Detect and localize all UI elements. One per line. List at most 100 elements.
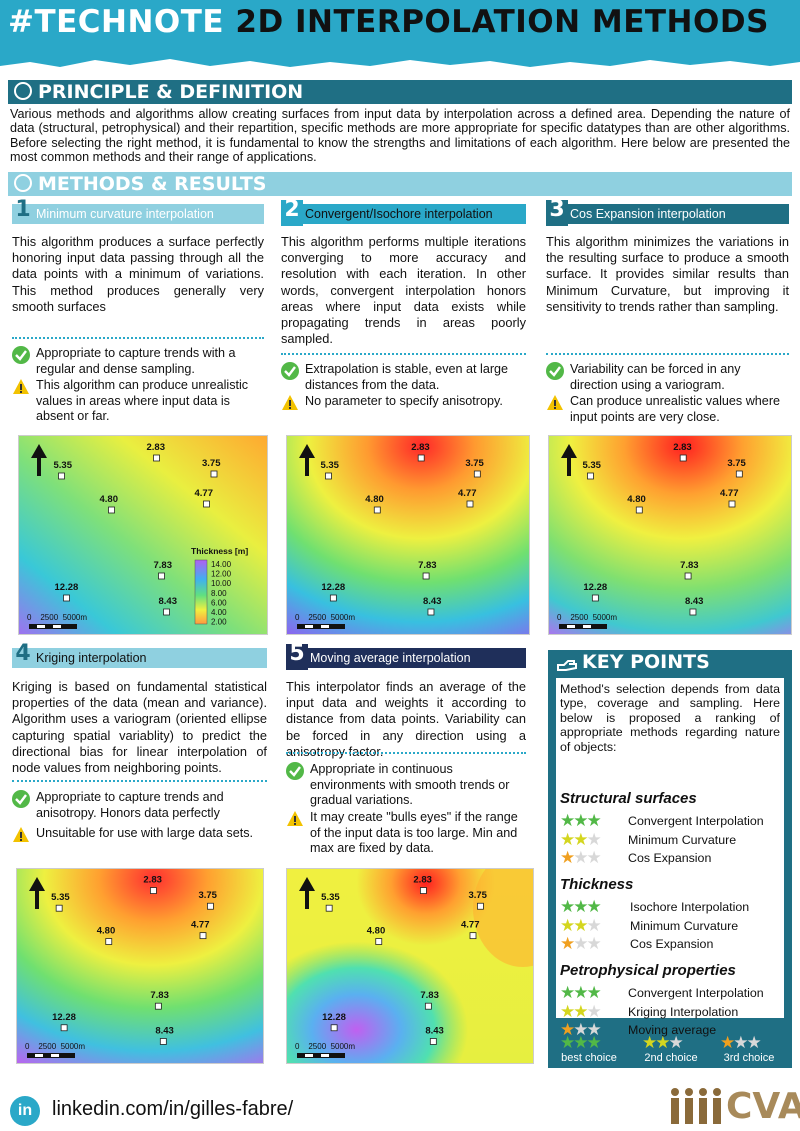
data-point-marker bbox=[473, 470, 481, 478]
data-point-label: 7.83 bbox=[418, 560, 437, 571]
star-rating-icon: ★★★ bbox=[642, 1033, 684, 1052]
ranking-item: Minimum Curvature bbox=[628, 832, 737, 847]
con-text: It may create "bulls eyes" if the range … bbox=[310, 810, 518, 855]
data-point-label: 4.77 bbox=[195, 488, 214, 499]
star-rating-icon: ★★★ bbox=[560, 915, 602, 935]
method-pro: Appropriate to capture trends with a reg… bbox=[12, 346, 264, 377]
check-icon bbox=[281, 362, 299, 380]
data-point-marker bbox=[325, 472, 332, 480]
pro-text: Variability can be forced in any directi… bbox=[570, 362, 741, 392]
data-point-label: 5.35 bbox=[51, 892, 70, 903]
data-point-marker bbox=[477, 902, 484, 910]
data-point-label: 8.43 bbox=[159, 596, 178, 607]
data-point-label: 4.80 bbox=[627, 494, 646, 505]
method-pro: Extrapolation is stable, even at large d… bbox=[281, 362, 526, 393]
data-point-marker bbox=[58, 472, 65, 480]
data-point-marker bbox=[419, 887, 427, 894]
data-point-label: 4.80 bbox=[365, 494, 384, 505]
legend-tick: 6.00 bbox=[211, 598, 227, 607]
method-pro: Variability can be forced in any directi… bbox=[546, 362, 789, 393]
warning-icon bbox=[13, 379, 29, 394]
linkedin-icon[interactable]: in bbox=[10, 1096, 40, 1126]
method-header-5: 5 Moving average interpolation bbox=[286, 643, 526, 670]
north-arrow-icon bbox=[31, 444, 47, 476]
method-number: 1 bbox=[15, 197, 31, 222]
ranking-category-title: Petrophysical properties bbox=[560, 962, 736, 979]
map-canvas: 5.35 2.83 3.75 4.80 4.77 7.83 12.28 8.43 0 2500 … bbox=[17, 869, 263, 1063]
result-map-3: 5.35 2.83 3.75 4.80 4.77 7.83 12.28 8.43 0 2500 … bbox=[548, 435, 792, 635]
method-number: 4 bbox=[15, 641, 31, 666]
key-points-panel: KEY POINTS Method's selection depends fr… bbox=[548, 650, 792, 1068]
scale-bar bbox=[29, 624, 77, 629]
data-point-marker bbox=[325, 904, 333, 912]
data-point-marker bbox=[154, 1002, 162, 1010]
data-point-marker bbox=[159, 1038, 167, 1045]
pro-text: Appropriate to capture trends with a reg… bbox=[36, 346, 236, 376]
star-rating-icon: ★★★ bbox=[560, 1001, 602, 1021]
data-point-label: 12.28 bbox=[321, 582, 345, 593]
method-number: 5 bbox=[286, 643, 308, 670]
method-con: This algorithm can produce unrealistic v… bbox=[12, 378, 264, 425]
ranking-item: Isochore Interpolation bbox=[630, 900, 750, 914]
data-point-label: 8.43 bbox=[423, 596, 442, 607]
data-point-marker bbox=[375, 938, 383, 945]
torn-paper-edge bbox=[0, 59, 800, 74]
data-point-label: 5.35 bbox=[582, 460, 601, 471]
data-point-label: 12.28 bbox=[55, 582, 79, 593]
data-point-label: 7.83 bbox=[154, 560, 173, 571]
data-point-marker bbox=[679, 454, 687, 462]
data-point-label: 12.28 bbox=[583, 582, 607, 593]
method-header-4: 4 Kriging interpolation bbox=[12, 643, 267, 668]
north-arrow-icon bbox=[299, 877, 315, 909]
data-point-marker bbox=[203, 500, 210, 508]
dotted-divider bbox=[12, 337, 264, 339]
legend-title: Thickness [m] bbox=[191, 546, 248, 556]
data-point-label: 5.35 bbox=[321, 892, 340, 903]
data-point-marker bbox=[422, 572, 430, 580]
method-number: 2 bbox=[281, 199, 303, 226]
check-icon bbox=[12, 346, 30, 364]
legend-tick: 2.00 bbox=[211, 618, 227, 627]
data-point-marker bbox=[466, 500, 474, 508]
data-point-label: 4.77 bbox=[191, 920, 210, 931]
target-icon bbox=[14, 174, 32, 192]
ranking-item: Cos Expansion bbox=[628, 851, 712, 865]
ranking-item: Convergent Interpolation bbox=[628, 814, 764, 828]
linkedin-link[interactable]: linkedin.com/in/gilles-fabre/ bbox=[52, 1098, 294, 1120]
data-point-marker bbox=[587, 472, 594, 480]
data-point-label: 2.83 bbox=[673, 442, 692, 453]
dotted-divider bbox=[546, 353, 789, 355]
principle-text: Various methods and algorithms allow cre… bbox=[10, 107, 790, 164]
check-icon bbox=[546, 362, 564, 380]
ranking-category-title: Thickness bbox=[560, 876, 634, 893]
method-header-1: 1 Minimum curvature interpolation bbox=[12, 199, 264, 224]
data-point-marker bbox=[149, 887, 157, 894]
scale-label: 0 2500 5000m bbox=[25, 1042, 85, 1051]
data-point-label: 8.43 bbox=[685, 596, 704, 607]
data-point-label: 4.80 bbox=[100, 494, 119, 505]
method-description: Kriging is based on fundamental statisti… bbox=[12, 679, 267, 776]
method-number: 3 bbox=[546, 199, 568, 226]
data-point-marker bbox=[163, 608, 170, 616]
method-header-2: 2 Convergent/Isochore interpolation bbox=[281, 199, 526, 226]
data-point-marker bbox=[210, 470, 218, 478]
map-canvas: 5.35 2.83 3.75 4.80 4.77 7.83 12.28 8.43 0 2500 … bbox=[287, 869, 533, 1063]
method-title: Cos Expansion interpolation bbox=[570, 207, 726, 221]
ranking-item: Moving average bbox=[628, 1023, 717, 1037]
method-description: This algorithm performs multiple iterati… bbox=[281, 234, 526, 347]
method-con: Can produce unrealistic values where inp… bbox=[546, 394, 789, 425]
star-rating-icon: ★★★ bbox=[560, 811, 602, 830]
legend-label: 3rd choice bbox=[723, 1052, 775, 1064]
warning-icon bbox=[547, 395, 563, 410]
data-point-label: 5.35 bbox=[54, 460, 73, 471]
scale-label: 0 2500 5000m bbox=[295, 1042, 355, 1051]
method-title: Convergent/Isochore interpolation bbox=[305, 207, 493, 221]
method-pro: Appropriate in continuous environments w… bbox=[286, 762, 526, 809]
data-point-label: 3.75 bbox=[198, 890, 217, 901]
scale-label: 0 2500 5000m bbox=[557, 613, 617, 622]
data-point-label: 7.83 bbox=[680, 560, 699, 571]
method-title: Minimum curvature interpolation bbox=[36, 207, 214, 221]
con-text: Can produce unrealistic values where inp… bbox=[570, 394, 781, 424]
data-point-marker bbox=[55, 904, 63, 912]
star-rating-icon: ★★★ bbox=[560, 934, 602, 953]
